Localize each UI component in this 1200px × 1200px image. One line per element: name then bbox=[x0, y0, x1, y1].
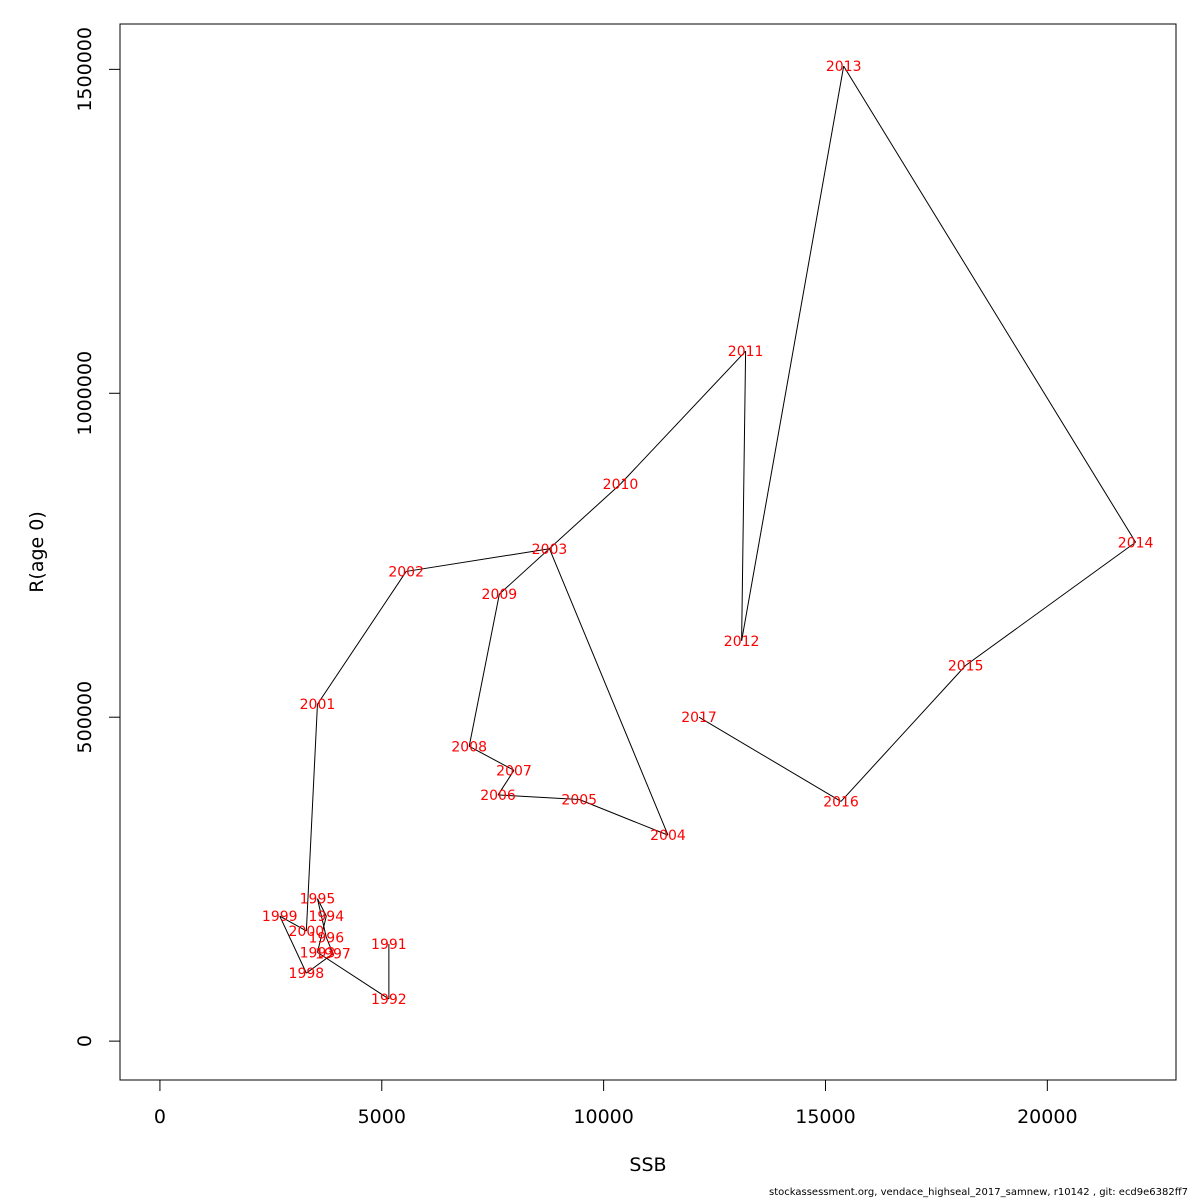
x-axis-title: SSB bbox=[629, 1154, 666, 1176]
x-axis: 0 5000 10000 15000 20000 bbox=[154, 1079, 1078, 1128]
year-label-1992: 1992 bbox=[371, 992, 407, 1008]
x-tick-label: 0 bbox=[154, 1106, 166, 1128]
x-tick-label: 15000 bbox=[795, 1106, 855, 1128]
trajectory-segment bbox=[741, 351, 747, 641]
y-tick-label: 0 bbox=[74, 1035, 96, 1047]
year-labels: 1991199219931994199519961997199819992000… bbox=[262, 59, 1154, 1008]
trajectory-segment bbox=[698, 716, 842, 802]
trajectory-segment bbox=[620, 350, 746, 485]
year-label-2011: 2011 bbox=[728, 344, 764, 360]
year-label-2017: 2017 bbox=[681, 710, 717, 726]
trajectory-segment bbox=[741, 66, 845, 641]
year-label-1998: 1998 bbox=[289, 966, 325, 982]
year-label-1994: 1994 bbox=[308, 909, 344, 925]
y-tick-label: 500000 bbox=[74, 681, 96, 754]
trajectory-segment bbox=[305, 704, 318, 932]
year-label-2016: 2016 bbox=[823, 794, 859, 810]
trajectory-segment bbox=[317, 951, 390, 1000]
year-label-2001: 2001 bbox=[300, 697, 336, 713]
trajectory-segment bbox=[279, 915, 307, 974]
trajectory-segment bbox=[965, 541, 1136, 666]
trajectory-segment bbox=[316, 898, 327, 938]
year-label-2015: 2015 bbox=[948, 658, 984, 674]
year-label-2012: 2012 bbox=[724, 634, 760, 650]
year-label-2009: 2009 bbox=[482, 587, 518, 603]
year-label-1997: 1997 bbox=[315, 947, 351, 963]
trajectory-segment bbox=[843, 65, 1137, 543]
footer-text: stockassessment.org, vendace_highseal_20… bbox=[769, 1187, 1188, 1198]
x-tick-label: 5000 bbox=[358, 1106, 406, 1128]
trajectory-segment bbox=[406, 548, 550, 572]
year-label-2004: 2004 bbox=[650, 828, 686, 844]
trajectory-segment bbox=[468, 745, 515, 771]
trajectory-segment bbox=[317, 571, 407, 705]
x-tick-label: 10000 bbox=[573, 1106, 633, 1128]
year-label-1995: 1995 bbox=[300, 892, 336, 908]
trajectory-segment bbox=[316, 898, 327, 917]
year-label-2008: 2008 bbox=[451, 739, 487, 755]
year-label-2013: 2013 bbox=[826, 59, 862, 75]
year-label-1993: 1993 bbox=[300, 945, 336, 961]
y-tick-label: 1500000 bbox=[74, 27, 96, 112]
year-label-2002: 2002 bbox=[388, 564, 424, 580]
trajectory-segment bbox=[316, 915, 327, 953]
y-axis-title: R(age 0) bbox=[26, 511, 48, 593]
year-label-1999: 1999 bbox=[262, 909, 298, 925]
trajectory-segment bbox=[497, 770, 515, 796]
year-label-1996: 1996 bbox=[308, 930, 344, 946]
trajectory-segment bbox=[306, 953, 334, 974]
trajectory-segment bbox=[498, 794, 580, 800]
y-tick-label: 1000000 bbox=[74, 351, 96, 436]
trajectory-segment bbox=[579, 799, 669, 836]
year-label-2014: 2014 bbox=[1118, 535, 1154, 551]
year-label-2007: 2007 bbox=[496, 763, 532, 779]
year-label-1991: 1991 bbox=[371, 937, 407, 953]
year-label-2006: 2006 bbox=[480, 788, 516, 804]
year-label-2010: 2010 bbox=[603, 477, 639, 493]
trajectory-segment bbox=[325, 937, 334, 954]
y-axis: 0 500000 1000000 1500000 bbox=[74, 27, 121, 1047]
year-label-2005: 2005 bbox=[561, 792, 597, 808]
trajectory-lines bbox=[279, 65, 1137, 1000]
x-tick-label: 20000 bbox=[1017, 1106, 1077, 1128]
year-label-2000: 2000 bbox=[289, 924, 325, 940]
trajectory-segment bbox=[468, 594, 500, 747]
trajectory-segment bbox=[549, 548, 669, 836]
year-label-2003: 2003 bbox=[532, 542, 568, 558]
trajectory-segment bbox=[279, 915, 307, 932]
trajectory-segment bbox=[499, 483, 621, 595]
trajectory-segment bbox=[840, 665, 967, 802]
